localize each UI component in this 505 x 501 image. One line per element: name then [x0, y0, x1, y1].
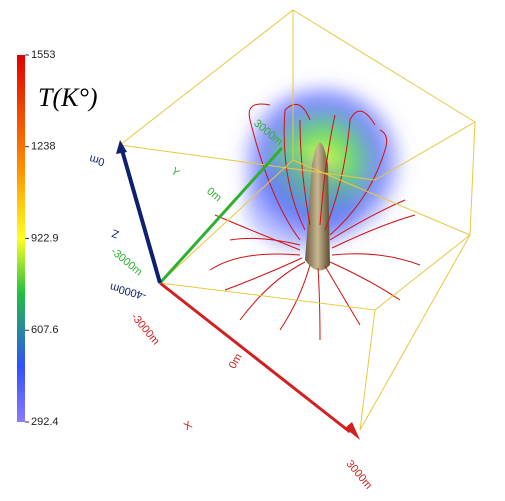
colorbar — [17, 55, 25, 422]
x-tick-label: -3000m — [128, 311, 161, 347]
colorbar-tick-label: 607.6 — [31, 324, 59, 336]
y-tick-label: -3000m — [108, 245, 144, 278]
x-axis-label: X — [182, 419, 195, 433]
x-tick-label: 3000m — [343, 458, 374, 491]
z-axis-label: Z — [110, 226, 121, 240]
z-axis-arrow — [116, 140, 127, 154]
colorbar-tick-label: 292.4 — [31, 416, 59, 428]
colorbar-tick-label: 1238 — [31, 141, 55, 153]
colorbar-tick-label: 922.9 — [31, 232, 59, 244]
z-tick-label: 0m — [88, 152, 106, 168]
visualization: T(K°) 1553 1238 922.9 607.6 292.4 — [0, 0, 505, 501]
colorbar-title: T(K°) — [38, 83, 98, 112]
colorbar-tick-label: 1553 — [31, 49, 55, 61]
x-axis — [160, 283, 350, 432]
y-axis-label: Y — [168, 165, 182, 179]
plume-base — [245, 160, 355, 250]
y-tick-label: 0m — [204, 185, 223, 204]
x-tick-label: 0m — [227, 352, 245, 371]
scene: T(K°) 1553 1238 922.9 607.6 292.4 — [0, 0, 505, 501]
z-tick-label: -4000m — [109, 280, 148, 301]
